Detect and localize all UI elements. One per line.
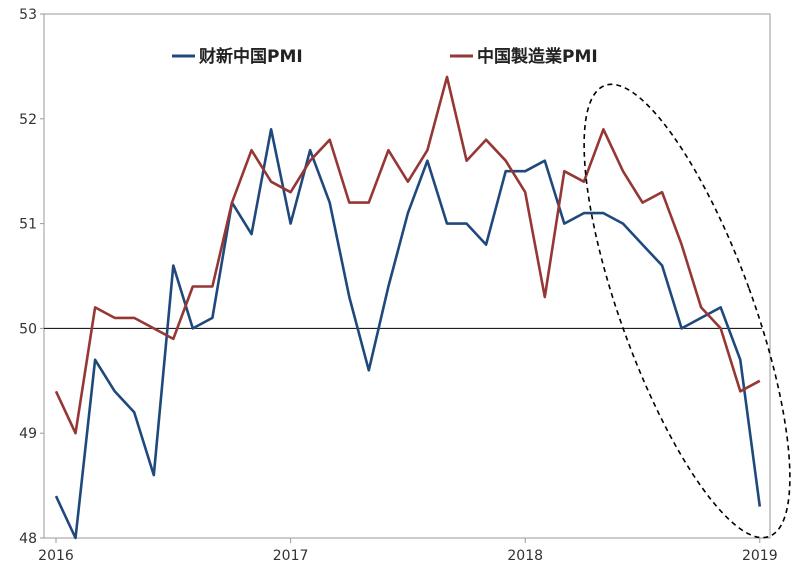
x-tick-label: 2017 [273,548,309,564]
legend-label-series-1: 财新中国PMI [198,46,303,67]
series-layer [54,75,762,540]
y-tick-label: 50 [19,321,37,337]
y-tick-label: 51 [19,217,37,233]
plot-area-frame [43,13,771,539]
series-line-2 [54,75,761,435]
x-tick-label: 2019 [742,548,778,564]
y-tick-label: 53 [19,7,37,23]
x-axis: 2016 2017 2018 2019 [38,538,778,564]
y-tick-label: 48 [19,531,37,547]
x-tick-label: 2018 [507,548,543,564]
y-tick-label: 49 [19,426,37,442]
legend-label-series-2: 中国製造業PMI [477,46,598,67]
series-line-1 [54,128,762,540]
legend: 财新中国PMI 中国製造業PMI [172,46,598,67]
y-tick-label: 52 [19,112,37,128]
highlight-ellipse [583,83,791,539]
y-axis: 48 49 50 51 52 53 [19,7,44,547]
x-tick-label: 2016 [38,548,74,564]
